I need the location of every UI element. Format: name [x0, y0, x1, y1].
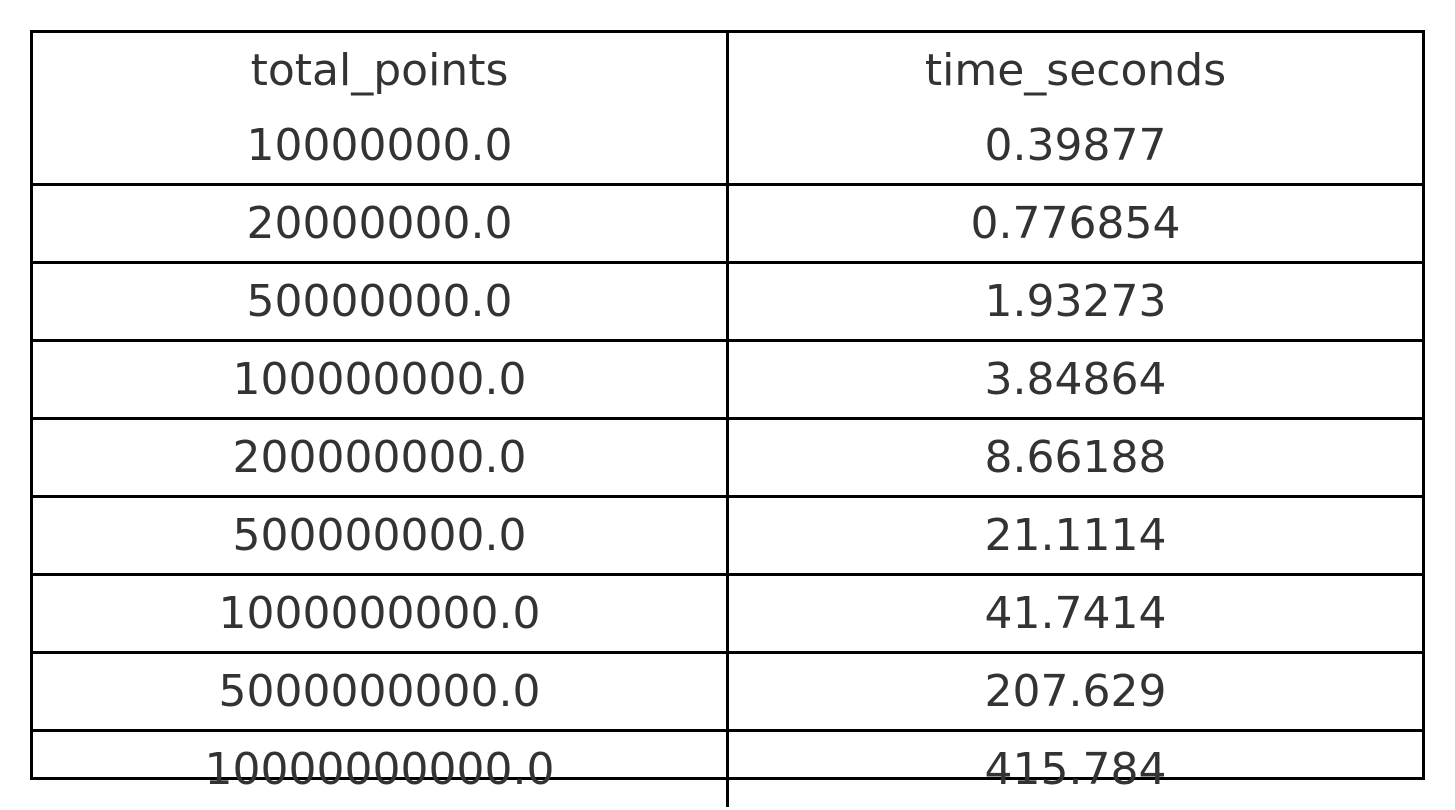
table-row: 200000000.0 8.66188: [33, 417, 1422, 498]
table-row: 20000000.0 0.776854: [33, 183, 1422, 264]
cell-total-points: 10000000.0: [33, 108, 729, 186]
cell-time-seconds: 1.93273: [726, 261, 1422, 342]
table-header-row: total_points time_seconds: [33, 33, 1422, 108]
cell-time-seconds: 207.629: [726, 651, 1422, 732]
column-header-total-points: total_points: [33, 33, 729, 108]
cell-time-seconds: 0.776854: [726, 183, 1422, 264]
cell-time-seconds: 41.7414: [726, 573, 1422, 654]
cell-total-points: 1000000000.0: [33, 573, 729, 654]
cell-time-seconds: 21.1114: [726, 495, 1422, 576]
cell-total-points: 10000000000.0: [33, 729, 729, 807]
cell-total-points: 5000000000.0: [33, 651, 729, 732]
cell-total-points: 500000000.0: [33, 495, 729, 576]
table-row: 10000000.0 0.39877: [33, 108, 1422, 186]
table-row: 50000000.0 1.93273: [33, 261, 1422, 342]
cell-time-seconds: 3.84864: [726, 339, 1422, 420]
table-row: 100000000.0 3.84864: [33, 339, 1422, 420]
table-row: 10000000000.0 415.784: [33, 729, 1422, 807]
table-row: 1000000000.0 41.7414: [33, 573, 1422, 654]
cell-time-seconds: 0.39877: [726, 108, 1422, 186]
table-row: 500000000.0 21.1114: [33, 495, 1422, 576]
data-table: total_points time_seconds 10000000.0 0.3…: [33, 33, 1422, 807]
cell-time-seconds: 8.66188: [726, 417, 1422, 498]
cell-total-points: 200000000.0: [33, 417, 729, 498]
cell-total-points: 100000000.0: [33, 339, 729, 420]
cell-total-points: 20000000.0: [33, 183, 729, 264]
data-table-container: total_points time_seconds 10000000.0 0.3…: [30, 30, 1425, 807]
cell-total-points: 50000000.0: [33, 261, 729, 342]
cell-time-seconds: 415.784: [726, 729, 1422, 807]
table-row: 5000000000.0 207.629: [33, 651, 1422, 732]
column-header-time-seconds: time_seconds: [726, 33, 1422, 108]
